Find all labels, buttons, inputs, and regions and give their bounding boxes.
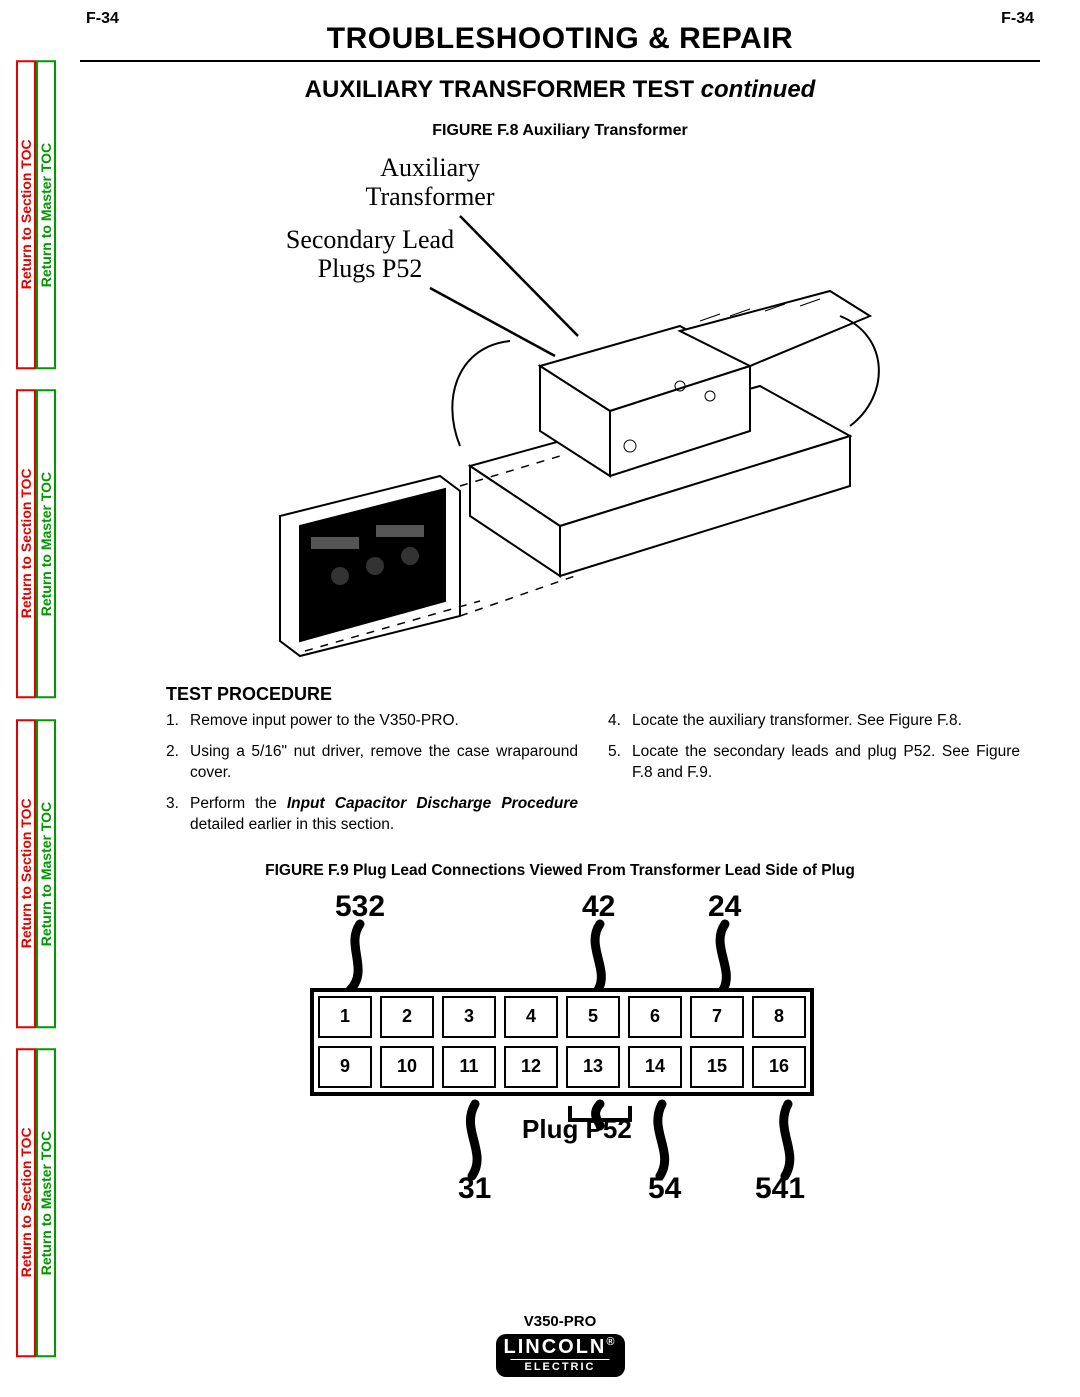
subtitle-continued: continued <box>701 76 816 103</box>
plug-label: Plug P52 <box>522 1114 632 1145</box>
procedure-right-list: 4.Locate the auxiliary transformer. See … <box>608 711 1020 846</box>
brand-sub: ELECTRIC <box>510 1359 610 1375</box>
page-body: F-34 F-34 TROUBLESHOOTING & REPAIR AUXIL… <box>80 10 1040 1377</box>
plug-p52-connector: 12345678 910111213141516 <box>310 988 814 1096</box>
pin-10: 10 <box>380 1046 434 1088</box>
procedure-columns: 1.Remove input power to the V350-PRO. 2.U… <box>80 711 1040 846</box>
page-number-left: F-34 <box>86 10 119 28</box>
return-master-toc-tab[interactable]: Return to Master TOC <box>36 719 56 1028</box>
page-number-right: F-34 <box>1001 10 1034 28</box>
figure9-caption: FIGURE F.9 Plug Lead Connections Viewed … <box>80 862 1040 880</box>
procedure-step: 2.Using a 5/16" nut driver, remove the c… <box>166 742 578 784</box>
procedure-step: 5.Locate the secondary leads and plug P5… <box>608 742 1020 784</box>
figure-f8: AuxiliaryTransformer Secondary LeadPlugs… <box>210 146 910 666</box>
pin-16: 16 <box>752 1046 806 1088</box>
return-section-toc-tab[interactable]: Return to Section TOC <box>16 1048 36 1357</box>
page-title: TROUBLESHOOTING & REPAIR <box>80 22 1040 62</box>
pin-8: 8 <box>752 996 806 1038</box>
pin-14: 14 <box>628 1046 682 1088</box>
return-master-toc-tab[interactable]: Return to Master TOC <box>36 1048 56 1357</box>
pin-1: 1 <box>318 996 372 1038</box>
return-master-toc-tab[interactable]: Return to Master TOC <box>36 60 56 369</box>
pin-4: 4 <box>504 996 558 1038</box>
figure8-caption: FIGURE F.8 Auxiliary Transformer <box>80 122 1040 140</box>
procedure-step: 4.Locate the auxiliary transformer. See … <box>608 711 1020 732</box>
procedure-left-list: 1.Remove input power to the V350-PRO. 2.U… <box>166 711 578 846</box>
procedure-step: 3.Perform the Input Capacitor Discharge … <box>166 794 578 836</box>
brand-logo: LINCOLN® ELECTRIC <box>496 1334 625 1377</box>
pin-row-top: 12345678 <box>314 992 810 1042</box>
pin-15: 15 <box>690 1046 744 1088</box>
return-section-toc-tab[interactable]: Return to Section TOC <box>16 719 36 1028</box>
test-procedure-heading: TEST PROCEDURE <box>166 684 1040 705</box>
procedure-step: 1.Remove input power to the V350-PRO. <box>166 711 578 732</box>
pin-6: 6 <box>628 996 682 1038</box>
pin-12: 12 <box>504 1046 558 1088</box>
side-tab-container: Return to Section TOC Return to Section … <box>16 60 56 1357</box>
pin-9: 9 <box>318 1046 372 1088</box>
subtitle-main: AUXILIARY TRANSFORMER TEST <box>305 76 701 103</box>
return-master-toc-tab[interactable]: Return to Master TOC <box>36 389 56 698</box>
figure-f9: 532 42 24 31 54 541 1234567 <box>250 890 870 1210</box>
return-section-toc-tab[interactable]: Return to Section TOC <box>16 389 36 698</box>
registered-icon: ® <box>606 1336 616 1348</box>
pin-3: 3 <box>442 996 496 1038</box>
pin-13: 13 <box>566 1046 620 1088</box>
brand-name: LINCOLN <box>504 1336 607 1358</box>
pin-2: 2 <box>380 996 434 1038</box>
pin-7: 7 <box>690 996 744 1038</box>
pin-row-bottom: 910111213141516 <box>314 1042 810 1092</box>
page-subtitle: AUXILIARY TRANSFORMER TEST continued <box>80 76 1040 104</box>
model-label: V350-PRO <box>80 1313 1040 1330</box>
page-footer: V350-PRO LINCOLN® ELECTRIC <box>80 1313 1040 1377</box>
pin-11: 11 <box>442 1046 496 1088</box>
pin-5: 5 <box>566 996 620 1038</box>
return-section-toc-tab[interactable]: Return to Section TOC <box>16 60 36 369</box>
fig8-diagram <box>210 146 910 666</box>
